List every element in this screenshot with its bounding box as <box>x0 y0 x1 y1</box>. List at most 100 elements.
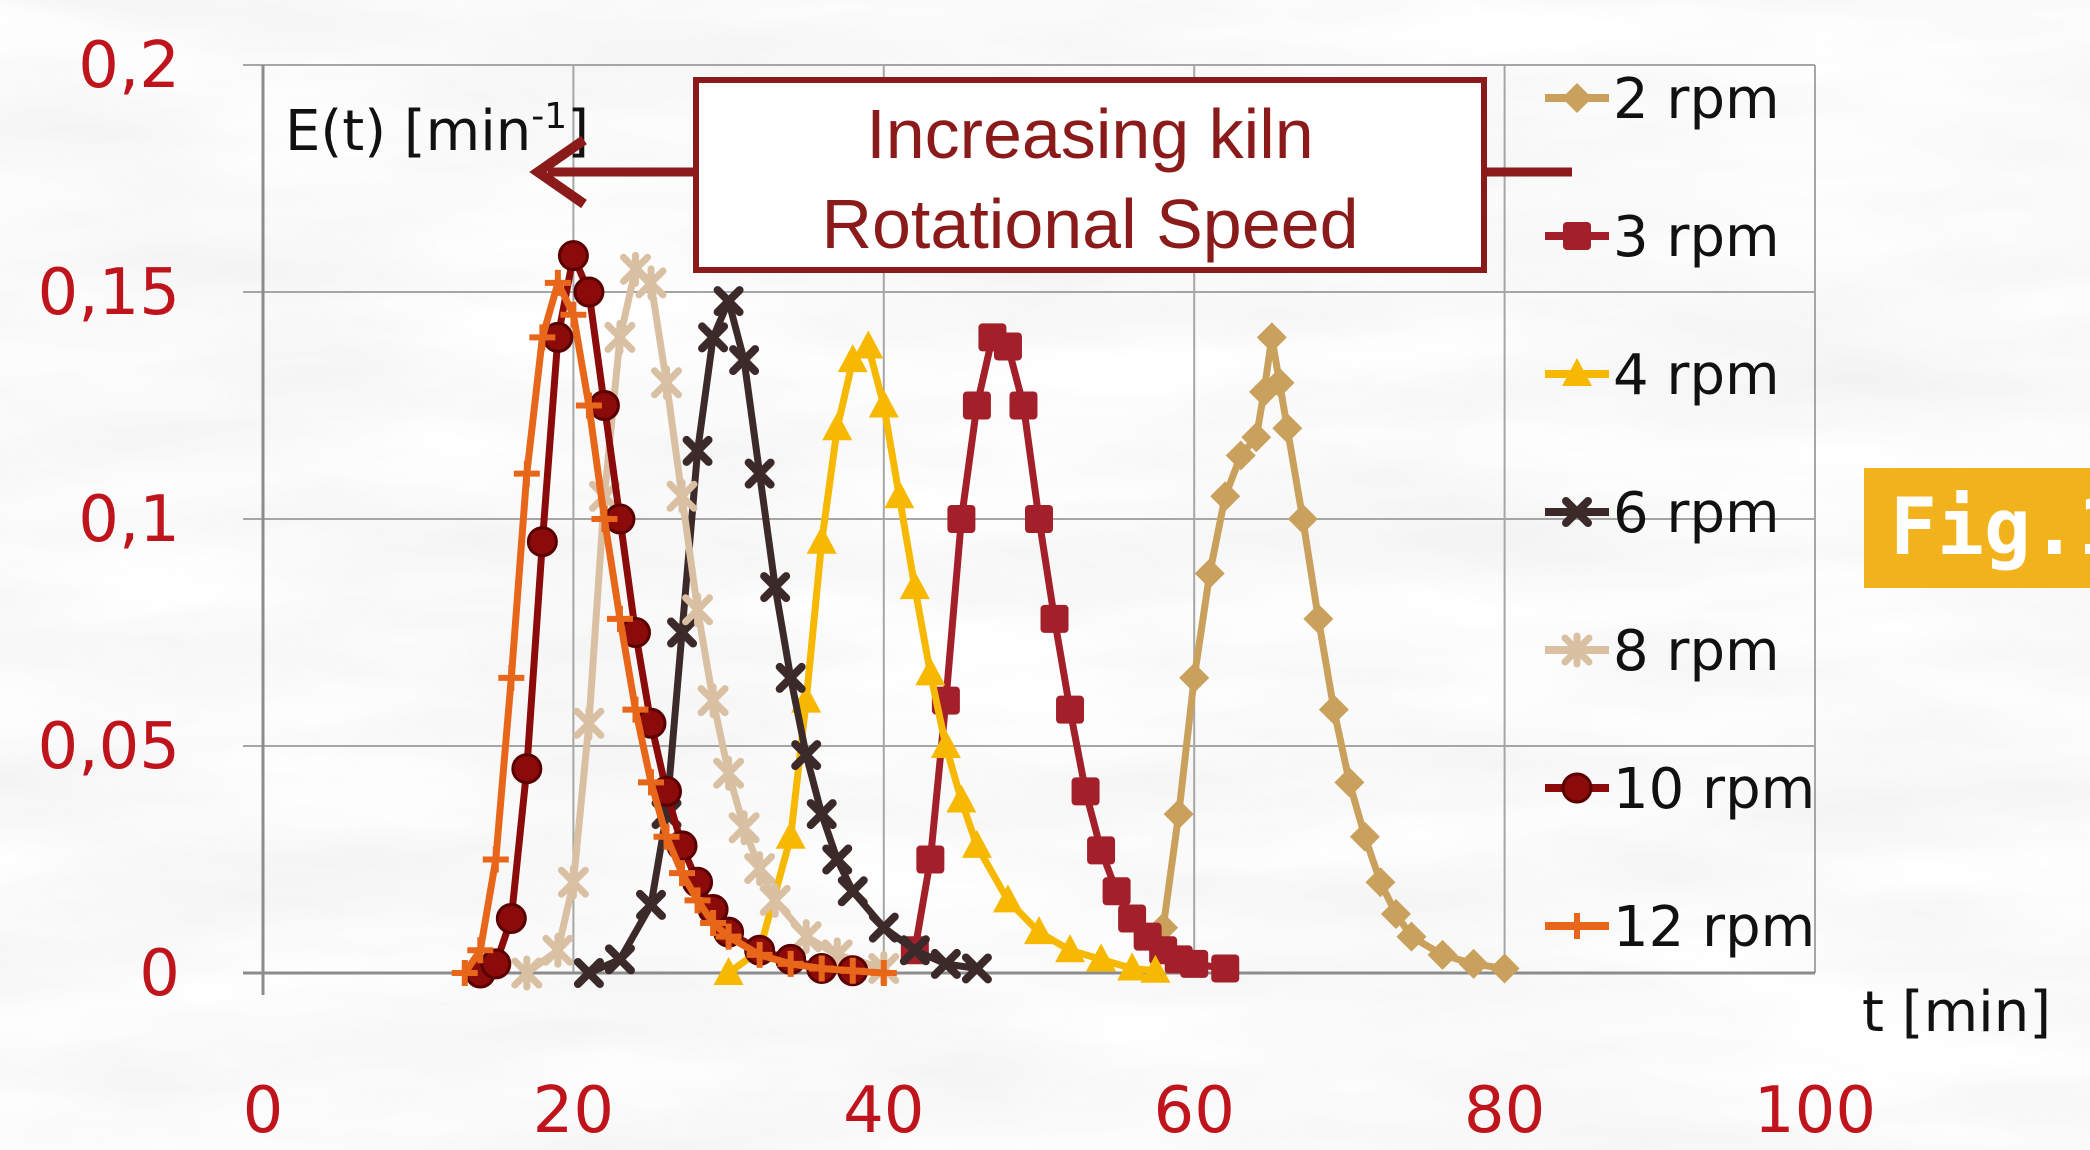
series-8-rpm <box>511 251 900 991</box>
data-point <box>961 953 992 984</box>
y-tick-label: 0,05 <box>38 710 181 784</box>
data-point <box>1380 898 1411 929</box>
data-point <box>728 810 760 846</box>
data-point <box>715 923 742 950</box>
data-point <box>791 740 822 771</box>
data-point <box>604 944 635 975</box>
series-3-rpm <box>900 323 1240 983</box>
data-point <box>1287 504 1318 534</box>
data-point <box>467 937 494 964</box>
data-point <box>777 950 804 977</box>
data-point <box>899 571 930 600</box>
data-point <box>1025 505 1053 533</box>
data-point <box>1210 481 1241 512</box>
data-point <box>1225 440 1256 471</box>
data-point <box>806 799 837 830</box>
x-tick-label: 100 <box>1754 1074 1876 1148</box>
data-point <box>1427 939 1458 970</box>
legend-marker <box>1562 83 1592 113</box>
data-point <box>482 846 509 873</box>
y-axis-title: E(t) [min-1] <box>285 96 589 164</box>
data-point <box>837 876 868 907</box>
data-point <box>557 240 589 272</box>
legend-label: 10 rpm <box>1613 757 1815 822</box>
data-point <box>513 460 540 487</box>
legend-marker <box>1561 632 1593 668</box>
data-point <box>1272 413 1303 444</box>
data-point <box>853 330 884 359</box>
data-point <box>669 860 696 887</box>
data-point <box>542 932 574 968</box>
data-point <box>1055 934 1086 963</box>
legend-item: 3 rpm <box>1545 205 1780 270</box>
data-point <box>638 769 664 796</box>
data-point <box>526 526 558 558</box>
data-point <box>1264 367 1295 398</box>
data-point <box>746 941 773 968</box>
x-axis-title: t [min] <box>1862 980 2051 1045</box>
y-tick-labels: 0 0,05 0,1 0,15 0,2 <box>38 29 181 1011</box>
data-point <box>962 391 991 420</box>
series-layer <box>451 240 1520 991</box>
data-point <box>946 784 977 813</box>
figure-badge: Fig.1 <box>1864 468 2090 588</box>
data-point <box>1489 953 1520 984</box>
data-point <box>993 332 1022 361</box>
series-4-rpm <box>713 330 1171 985</box>
data-point <box>870 960 897 986</box>
data-point <box>916 845 945 874</box>
data-point <box>667 617 698 648</box>
data-point <box>868 912 899 943</box>
legend-marker <box>1564 913 1590 939</box>
data-point <box>1086 943 1117 972</box>
data-point <box>560 301 587 328</box>
y-tick-label: 0,15 <box>38 256 181 330</box>
data-point <box>544 269 571 296</box>
series-2-rpm <box>1148 322 1520 984</box>
data-point <box>930 948 961 979</box>
data-point <box>606 605 633 632</box>
data-point <box>729 345 760 376</box>
legend-item: 10 rpm <box>1545 757 1815 822</box>
data-point <box>1334 767 1365 798</box>
series-line <box>911 333 1226 972</box>
y-tick-label: 0,2 <box>78 29 180 103</box>
data-point <box>495 903 527 935</box>
x-tick-label: 20 <box>533 1074 614 1148</box>
data-point <box>591 506 618 532</box>
annotation-line-2: Rotational Speed <box>821 185 1358 263</box>
data-point <box>1241 422 1272 453</box>
data-point <box>666 478 698 514</box>
data-point <box>529 324 556 351</box>
data-point <box>1318 694 1349 725</box>
data-point <box>573 705 605 741</box>
data-point <box>653 823 680 850</box>
x-tick-label: 80 <box>1464 1074 1545 1148</box>
legend-marker <box>1561 772 1593 804</box>
data-point <box>1163 799 1194 830</box>
data-point <box>775 662 806 693</box>
data-point <box>697 683 729 719</box>
data-point <box>713 957 744 985</box>
data-point <box>1102 877 1131 906</box>
data-point <box>557 864 589 900</box>
data-point <box>651 365 683 401</box>
legend-item: 6 rpm <box>1545 481 1780 546</box>
data-point <box>636 889 666 920</box>
data-point <box>1211 954 1240 983</box>
series-line <box>726 343 1156 976</box>
data-point <box>992 884 1023 913</box>
data-point <box>822 844 853 875</box>
data-point <box>744 458 775 489</box>
legend-label: 6 rpm <box>1613 481 1780 546</box>
annotation-line-1: Increasing kiln <box>866 95 1313 173</box>
data-point <box>806 525 837 554</box>
annotation-box <box>693 77 1487 273</box>
legend-label: 12 rpm <box>1613 895 1815 960</box>
data-point <box>451 960 478 986</box>
data-point <box>915 657 946 686</box>
series-10-rpm <box>464 240 869 989</box>
data-point <box>635 265 667 301</box>
data-point <box>573 276 605 308</box>
